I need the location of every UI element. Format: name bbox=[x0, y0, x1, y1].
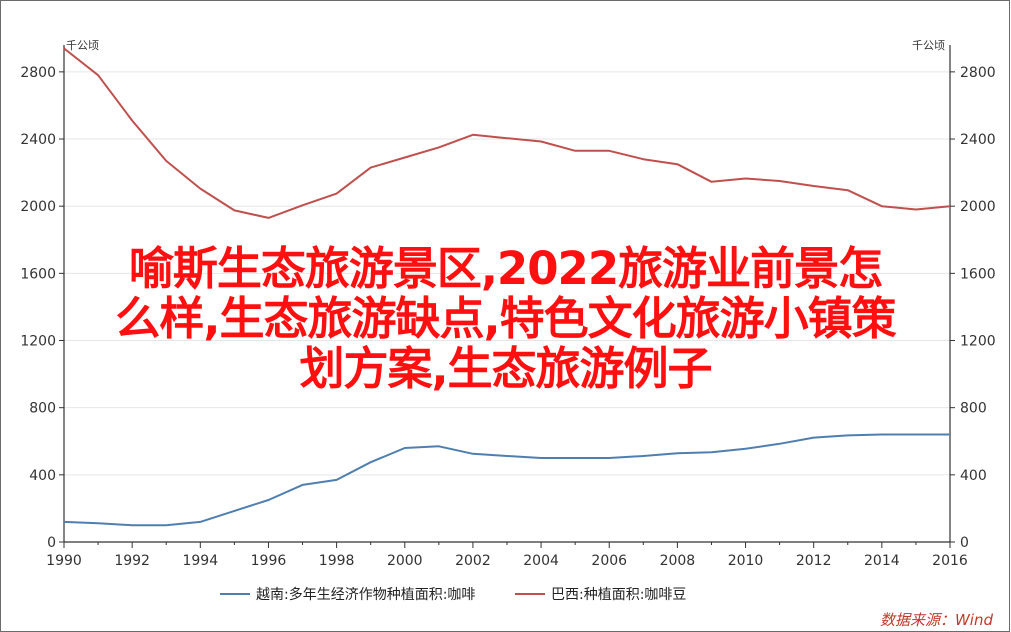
x-tick-label: 2004 bbox=[523, 553, 559, 569]
y-tick-label-left: 0 bbox=[47, 535, 56, 551]
x-tick-label: 1998 bbox=[319, 553, 355, 569]
gridlines bbox=[64, 71, 950, 476]
legend: 越南:多年生经济作物种植面积:咖啡 巴西:种植面积:咖啡豆 bbox=[220, 586, 686, 603]
x-tick-label: 2006 bbox=[591, 553, 627, 569]
x-axis: 1990 1992 1994 1996 1998 2000 2002 2004 2006 2008… bbox=[46, 542, 968, 569]
x-tick-label: 1994 bbox=[182, 553, 218, 569]
x-tick-label: 2010 bbox=[728, 553, 764, 569]
y-tick-label-left: 1600 bbox=[20, 266, 56, 282]
data-source-label: 数据来源：Wind bbox=[879, 611, 993, 629]
y-axis-unit-left: 千公顷 bbox=[66, 39, 99, 52]
y-tick-label-right: 1200 bbox=[960, 334, 996, 350]
x-tick-label: 2012 bbox=[796, 553, 832, 569]
x-tick-label: 1990 bbox=[46, 553, 82, 569]
y-tick-label-left: 800 bbox=[29, 401, 56, 417]
x-tick-label: 2000 bbox=[387, 553, 423, 569]
y-axis-left: 0 400 800 1200 1600 2000 2400 2800 bbox=[20, 65, 64, 551]
y-tick-label-left: 400 bbox=[29, 468, 56, 484]
overlay-title: 喻斯生态旅游景区,2022旅游业前景怎 么样,生态旅游缺点,特色文化旅游小镇策 … bbox=[0, 244, 1011, 394]
y-tick-label-left: 2800 bbox=[20, 65, 56, 81]
y-tick-label-right: 1600 bbox=[960, 266, 996, 282]
x-tick-label: 1996 bbox=[251, 553, 287, 569]
x-tick-label: 2016 bbox=[932, 553, 968, 569]
x-tick-label: 2002 bbox=[455, 553, 491, 569]
y-tick-label-left: 1200 bbox=[20, 334, 56, 350]
y-tick-label-left: 2400 bbox=[20, 132, 56, 148]
y-tick-label-right: 2400 bbox=[960, 132, 996, 148]
y-tick-label-right: 2800 bbox=[960, 65, 996, 81]
series-lines bbox=[63, 47, 951, 527]
x-tick-label: 1992 bbox=[114, 553, 150, 569]
overlay-title-line: 么样,生态旅游缺点,特色文化旅游小镇策 bbox=[115, 292, 896, 345]
y-tick-label-left: 2000 bbox=[20, 199, 56, 215]
series-line-2 bbox=[63, 47, 951, 219]
x-tick-label: 2014 bbox=[864, 553, 900, 569]
legend-label: 巴西:种植面积:咖啡豆 bbox=[551, 587, 686, 603]
legend-label: 越南:多年生经济作物种植面积:咖啡 bbox=[256, 586, 475, 603]
y-tick-label-right: 2000 bbox=[960, 199, 996, 215]
y-tick-label-right: 400 bbox=[960, 468, 987, 484]
overlay-title-line: 喻斯生态旅游景区,2022旅游业前景怎 bbox=[128, 242, 883, 295]
y-axis-right: 0 400 800 1200 1600 2000 2400 2800 bbox=[950, 65, 996, 551]
series-line-1 bbox=[63, 433, 950, 527]
y-tick-label-right: 800 bbox=[960, 401, 987, 417]
y-axis-unit-right: 千公顷 bbox=[912, 39, 945, 52]
y-tick-label-right: 0 bbox=[960, 535, 969, 551]
x-tick-label: 2008 bbox=[660, 553, 696, 569]
overlay-title-line: 划方案,生态旅游例子 bbox=[299, 342, 712, 395]
